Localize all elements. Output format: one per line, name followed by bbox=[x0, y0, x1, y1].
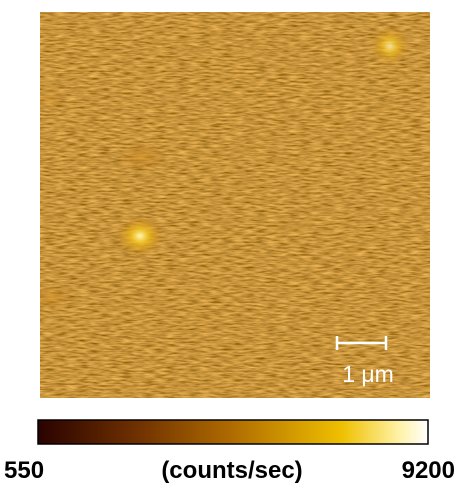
bright-spot bbox=[116, 216, 164, 256]
colorbar-label: (counts/sec) bbox=[161, 457, 302, 484]
faint-spot bbox=[34, 286, 70, 310]
colorbar-min: 550 bbox=[4, 457, 44, 484]
faint-spot bbox=[36, 88, 64, 112]
figure: 1 μm 550 (counts/sec) 9200 bbox=[0, 0, 459, 485]
colorbar-max: 9200 bbox=[402, 457, 455, 484]
faint-spot bbox=[118, 143, 166, 171]
fluorescence-image bbox=[34, 12, 430, 398]
image-noise bbox=[40, 12, 430, 398]
scale-bar-label: 1 μm bbox=[342, 361, 394, 387]
bright-spot bbox=[370, 26, 410, 66]
colorbar bbox=[38, 420, 428, 444]
